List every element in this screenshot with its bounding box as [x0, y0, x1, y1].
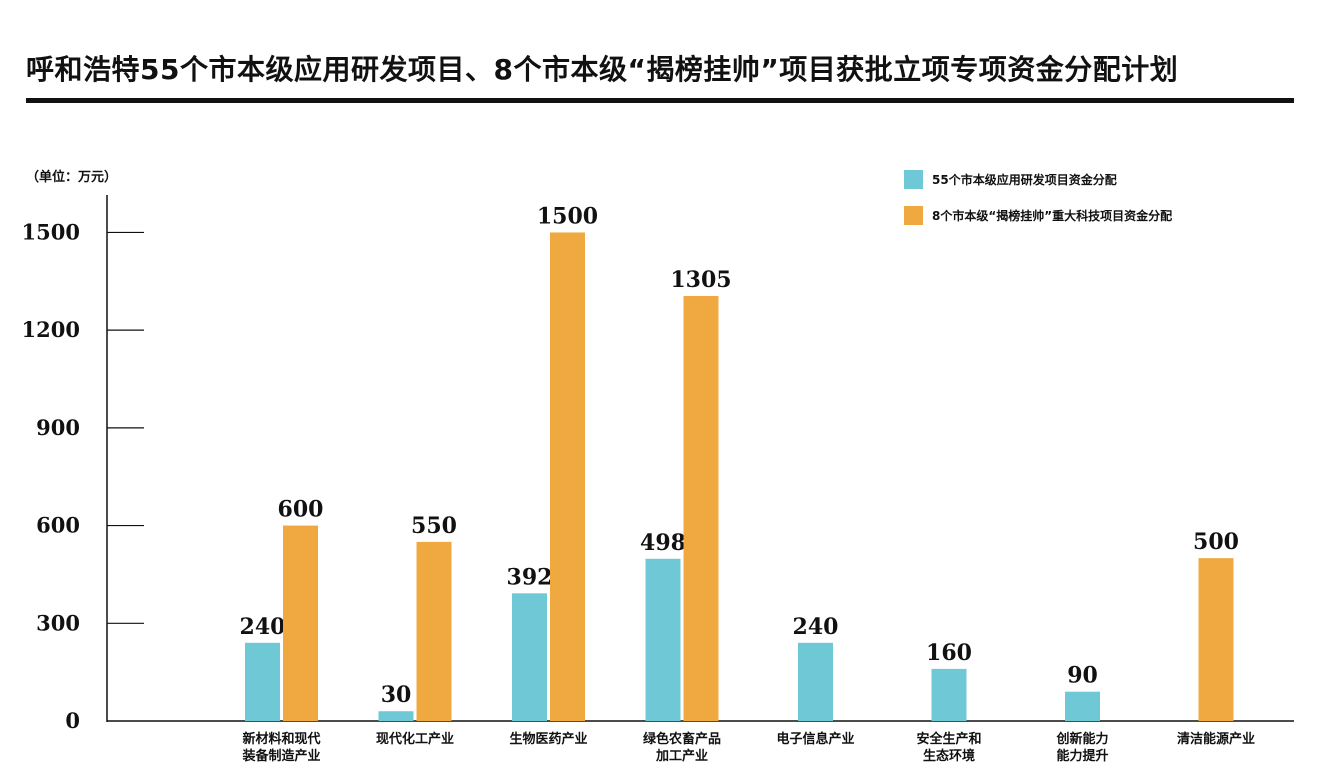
y-tick-label: 900: [36, 415, 80, 440]
legend-label-series-2: 8个市本级“揭榜挂帅”重大科技项目资金分配: [932, 208, 1173, 223]
y-tick-label: 1500: [22, 219, 80, 244]
y-tick-label: 0: [65, 708, 80, 733]
bar-series-2: [683, 295, 719, 721]
data-label-series-1: 90: [1067, 663, 1098, 689]
data-label-series-2: 1305: [670, 267, 731, 293]
legend-swatch-series-1: [904, 169, 923, 189]
unit-label: （单位：万元）: [26, 170, 118, 185]
legend: 55个市本级应用研发项目资金分配 8个市本级“揭榜挂帅”重大科技项目资金分配: [904, 168, 1172, 240]
x-tick-label: 清洁能源产业: [1177, 731, 1255, 747]
bar-series-1: [798, 642, 833, 721]
x-tick-label: 装备制造产业: [241, 748, 320, 764]
data-label-series-1: 392: [507, 564, 553, 590]
x-tick-label: 现代化工产业: [376, 731, 454, 747]
y-tick-label: 300: [36, 610, 80, 635]
y-tick-label: 600: [36, 513, 80, 538]
data-label-series-2: 500: [1193, 529, 1239, 555]
title-underline: [26, 98, 1294, 103]
x-tick-label: 电子信息产业: [776, 731, 854, 747]
data-label-series-2: 1500: [537, 203, 598, 229]
bar-series-2: [550, 232, 585, 721]
data-label-series-2: 600: [278, 497, 324, 523]
x-tick-label: 能力提升: [1056, 748, 1108, 764]
chart-title: 呼和浩特55个市本级应用研发项目、8个市本级“揭榜挂帅”项目获批立项专项资金分配…: [26, 53, 1179, 86]
bar-series-2: [283, 525, 318, 721]
x-tick-label: 绿色农畜产品: [643, 731, 721, 747]
x-tick-label: 生态环境: [923, 748, 975, 764]
y-tick-label: 1200: [22, 317, 80, 342]
data-label-series-1: 240: [240, 614, 286, 640]
data-label-series-2: 550: [411, 513, 457, 539]
data-label-series-1: 240: [793, 614, 839, 640]
bar-series-1: [245, 642, 280, 721]
bar-series-1: [1065, 691, 1100, 721]
x-tick-label: 创新能力: [1055, 731, 1108, 747]
bar-series-2: [416, 541, 452, 721]
data-label-series-1: 498: [640, 530, 686, 556]
bar-series-2: [1198, 558, 1234, 721]
x-tick-label: 加工产业: [655, 748, 708, 764]
bar-series-1: [378, 711, 414, 721]
x-tick-label: 新材料和现代: [242, 731, 320, 747]
data-label-series-1: 30: [381, 682, 412, 708]
data-label-series-1: 160: [926, 640, 972, 666]
bar-series-1: [645, 558, 681, 721]
legend-item-series-1: 55个市本级应用研发项目资金分配: [904, 168, 1172, 190]
bar-series-1: [931, 668, 967, 721]
x-tick-label: 生物医药产业: [509, 731, 587, 747]
bar-series-1: [512, 593, 547, 721]
legend-label-series-1: 55个市本级应用研发项目资金分配: [932, 172, 1117, 187]
legend-item-series-2: 8个市本级“揭榜挂帅”重大科技项目资金分配: [904, 204, 1172, 226]
legend-swatch-series-2: [904, 205, 923, 225]
x-tick-label: 安全生产和: [916, 731, 981, 747]
